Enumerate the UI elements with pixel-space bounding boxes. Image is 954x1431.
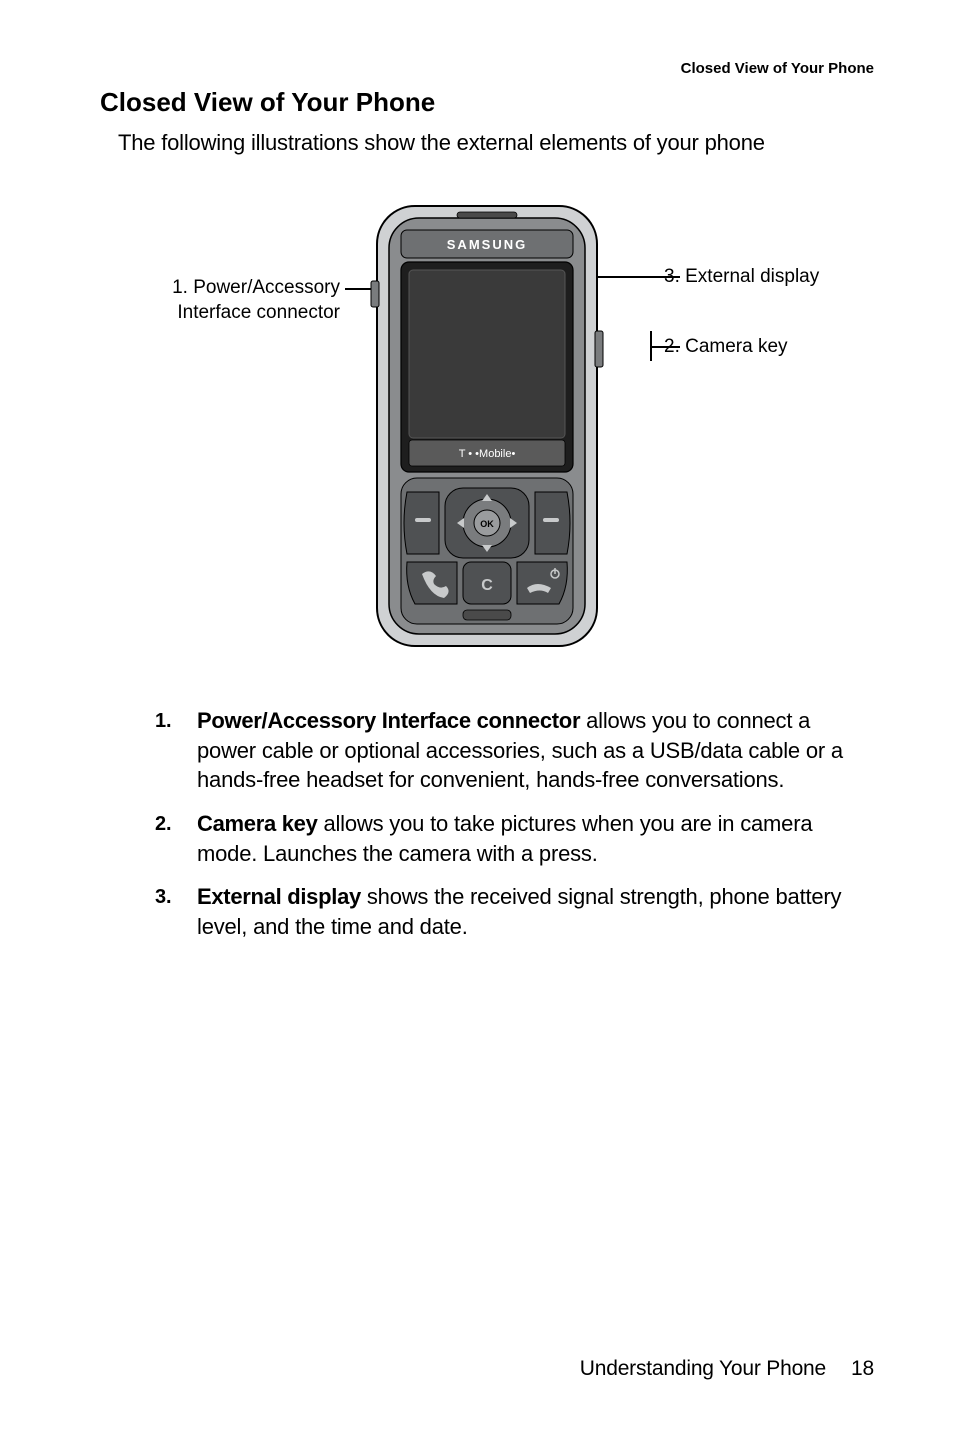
feature-list: Power/Accessory Interface connector allo… xyxy=(155,706,874,942)
callout-power-accessory: 1. Power/Accessory Interface connector xyxy=(140,276,340,325)
footer-page-number: 18 xyxy=(851,1357,874,1380)
callout-external-display: 3. External display xyxy=(664,266,854,288)
feature-term-1: Power/Accessory Interface connector xyxy=(197,708,580,733)
leader-line-right-2v xyxy=(650,331,652,361)
svg-text:C: C xyxy=(481,577,493,594)
feature-term-3: External display xyxy=(197,884,361,909)
footer-chapter: Understanding Your Phone xyxy=(580,1357,826,1380)
feature-item-2: Camera key allows you to take pictures w… xyxy=(155,809,874,868)
phone-illustration: SAMSUNG T • •Mobile• OK xyxy=(367,196,607,661)
intro-text: The following illustrations show the ext… xyxy=(118,130,874,156)
callout-camera-key: 2. Camera key xyxy=(664,336,854,358)
phone-diagram: 1. Power/Accessory Interface connector 3… xyxy=(100,196,874,676)
phone-brand-text: SAMSUNG xyxy=(447,237,527,252)
ok-button-label: OK xyxy=(480,519,494,529)
feature-item-1: Power/Accessory Interface connector allo… xyxy=(155,706,874,795)
section-title: Closed View of Your Phone xyxy=(100,87,874,118)
phone-carrier-text: T • •Mobile• xyxy=(459,448,516,460)
page-footer: Understanding Your Phone 18 xyxy=(580,1357,874,1381)
running-head: Closed View of Your Phone xyxy=(100,60,874,77)
feature-item-3: External display shows the received sign… xyxy=(155,882,874,941)
feature-term-2: Camera key xyxy=(197,811,318,836)
leader-line-right-2 xyxy=(650,346,680,348)
page: Closed View of Your Phone Closed View of… xyxy=(0,0,954,1431)
